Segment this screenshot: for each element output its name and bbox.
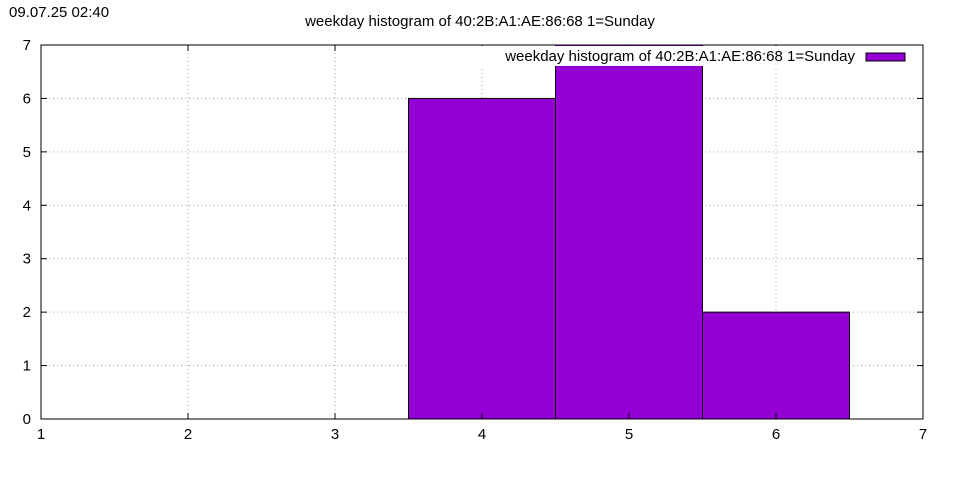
bar — [702, 311, 850, 420]
y-tick-label: 5 — [23, 144, 31, 161]
x-tick-label: 3 — [331, 426, 339, 443]
bar — [408, 97, 556, 420]
y-tick-label: 0 — [23, 411, 31, 428]
bars — [408, 44, 850, 420]
x-tick-label: 5 — [625, 426, 633, 443]
y-tick-label: 6 — [23, 90, 31, 107]
x-tick-label: 1 — [37, 426, 45, 443]
legend: weekday histogram of 40:2B:A1:AE:86:68 1… — [478, 46, 918, 66]
x-tick-label: 4 — [478, 426, 486, 443]
legend-background — [478, 46, 918, 66]
x-tick-label: 6 — [772, 426, 780, 443]
bar — [555, 44, 703, 420]
y-tick-label: 1 — [23, 358, 31, 375]
legend-swatch — [865, 52, 906, 62]
x-tick-label: 7 — [919, 426, 927, 443]
legend-label: weekday histogram of 40:2B:A1:AE:86:68 1… — [504, 48, 855, 65]
y-tick-label: 2 — [23, 304, 31, 321]
y-tick-label: 3 — [23, 251, 31, 268]
x-tick-label: 2 — [184, 426, 192, 443]
y-tick-label: 4 — [23, 197, 31, 214]
y-tick-label: 7 — [23, 37, 31, 54]
chart-title: weekday histogram of 40:2B:A1:AE:86:68 1… — [304, 13, 655, 30]
timestamp: 09.07.25 02:40 — [9, 4, 110, 21]
